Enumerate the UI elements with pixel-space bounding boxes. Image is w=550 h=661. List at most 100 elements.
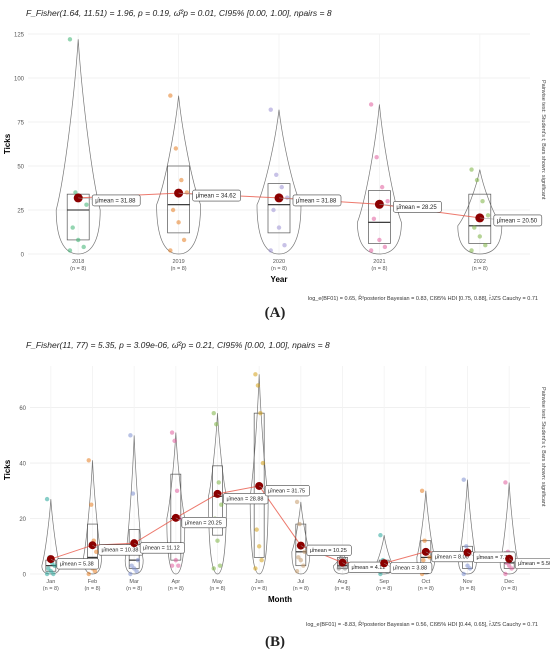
- a-data-point: [70, 225, 75, 230]
- b-data-point: [169, 563, 175, 568]
- b-xtick-label: Jul: [297, 579, 304, 585]
- b-mean-label: μ̂mean = 10.38: [102, 548, 139, 554]
- b-data-point: [128, 433, 133, 438]
- b-mean-leader: [384, 563, 391, 567]
- b-count-label: (n = 8): [501, 586, 517, 592]
- b-xtick-label: Mar: [129, 579, 139, 585]
- b-data-point: [258, 410, 263, 416]
- a-data-point: [181, 237, 187, 243]
- b-data-point: [298, 557, 304, 563]
- a-data-point: [67, 248, 73, 253]
- b-mean-leader: [467, 552, 474, 557]
- a-data-point: [285, 195, 290, 200]
- b-mean-marker: [338, 558, 347, 567]
- a-data-point: [81, 244, 86, 250]
- b-mean-marker: [505, 554, 514, 563]
- b-mean-leader: [342, 562, 349, 567]
- a-count-label: (n = 8): [70, 266, 86, 272]
- b-data-point: [421, 557, 426, 563]
- b-violin: [124, 435, 144, 575]
- a-data-point: [176, 220, 181, 225]
- panel-b-stat-title: F_Fisher(11, 77) = 5.35, p = 3.09e-06, ω…: [26, 340, 330, 350]
- b-mean-label-box: [389, 562, 433, 574]
- b-violin: [41, 499, 61, 575]
- b-count-label: (n = 8): [251, 586, 267, 592]
- a-data-point: [385, 199, 390, 204]
- b-mean-leader: [509, 558, 516, 563]
- b-data-point: [256, 544, 262, 549]
- b-mean-leader: [259, 485, 266, 490]
- b-data-point: [422, 538, 427, 543]
- a-data-point: [282, 243, 287, 248]
- b-data-point: [260, 460, 266, 466]
- b-data-point: [464, 544, 469, 549]
- a-violin: [55, 39, 101, 255]
- b-data-point: [253, 566, 258, 571]
- a-data-point: [168, 93, 173, 98]
- b-data-point: [214, 422, 219, 427]
- b-mean-label-box: [181, 517, 227, 529]
- b-mean-leader: [134, 542, 141, 547]
- a-data-point: [67, 37, 73, 42]
- b-data-point: [130, 491, 136, 496]
- panel-b-label: (B): [265, 634, 285, 650]
- b-count-label: (n = 8): [168, 586, 184, 592]
- a-xtick-label: 2021: [373, 259, 385, 265]
- a-data-point: [374, 155, 379, 160]
- a-data-point: [170, 207, 176, 213]
- a-count-label: (n = 8): [271, 266, 287, 272]
- b-count-label: (n = 8): [334, 586, 350, 592]
- b-count-label: (n = 8): [84, 586, 100, 592]
- panel-b: F_Fisher(11, 77) = 5.35, p = 3.09e-06, ω…: [0, 332, 550, 661]
- a-data-point: [379, 184, 385, 190]
- a-mean-label: μ̂mean = 28.25: [396, 205, 437, 211]
- a-box: [167, 165, 190, 234]
- b-data-point: [211, 410, 216, 416]
- b-violin: [374, 535, 394, 575]
- b-data-point: [259, 557, 264, 563]
- a-data-point: [377, 237, 382, 243]
- a-xtick-label: 2020: [273, 259, 285, 265]
- b-mean-marker: [88, 541, 97, 550]
- a-ytick-label: 125: [14, 33, 25, 39]
- b-data-point: [336, 566, 341, 571]
- a-data-point: [371, 216, 377, 221]
- a-data-point: [73, 190, 78, 195]
- b-mean-marker: [130, 539, 139, 548]
- a-data-point: [173, 146, 179, 151]
- b-data-point: [92, 569, 98, 574]
- a-data-point: [76, 237, 81, 243]
- b-ytick-label: 40: [19, 462, 26, 468]
- b-violin: [416, 490, 436, 575]
- a-data-point: [168, 248, 173, 253]
- b-count-label: (n = 8): [43, 586, 59, 592]
- a-data-point: [485, 213, 491, 218]
- a-xtick-label: 2018: [72, 259, 84, 265]
- b-data-point: [174, 488, 180, 493]
- a-ytick-label: 0: [21, 253, 25, 259]
- b-count-label: (n = 8): [376, 586, 392, 592]
- b-data-point: [216, 480, 221, 485]
- b-mean-label-box: [264, 485, 310, 497]
- b-xtick-label: Aug: [338, 579, 348, 585]
- b-data-point: [503, 480, 508, 485]
- b-data-point: [253, 372, 258, 377]
- a-data-point: [469, 167, 474, 172]
- b-mean-label-box: [56, 558, 99, 570]
- b-data-point: [135, 557, 141, 563]
- b-mean-label: μ̂mean = 7.75: [477, 555, 511, 561]
- b-data-point: [215, 538, 220, 543]
- a-data-point: [268, 107, 273, 112]
- a-data-point: [276, 225, 282, 230]
- b-data-point: [44, 496, 50, 502]
- b-mean-leader: [175, 517, 182, 522]
- b-xtick-label: Jun: [255, 579, 264, 585]
- b-ytick-label: 60: [19, 406, 26, 412]
- b-violin: [499, 482, 519, 575]
- b-mean-label-box: [139, 542, 185, 554]
- b-data-point: [342, 566, 348, 571]
- a-mean-label-box: [192, 189, 241, 202]
- a-count-label: (n = 8): [371, 266, 387, 272]
- a-data-point: [368, 102, 374, 107]
